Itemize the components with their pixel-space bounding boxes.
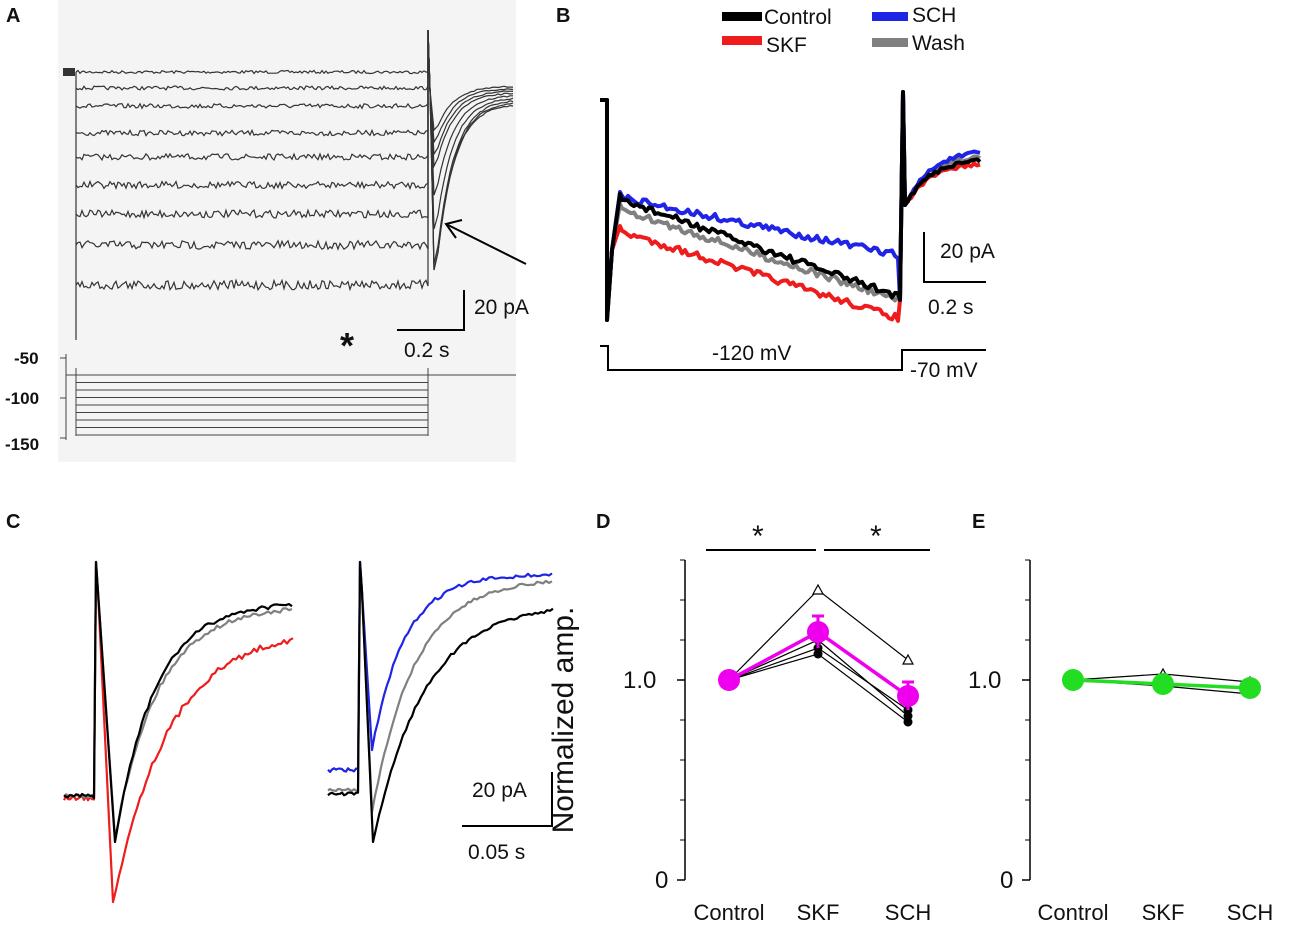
y-tick-label: 1.0	[968, 667, 1001, 694]
panel-c-letter: C	[6, 511, 20, 533]
y-tick-label: 0	[655, 867, 668, 894]
cell-point	[903, 711, 913, 721]
panel-b-trace	[600, 90, 982, 322]
panel-c-trace	[63, 560, 293, 844]
panel-b-legend: Control SKF SCH Wash	[722, 4, 965, 57]
cell-point	[811, 583, 825, 595]
legend-swatch-wash	[872, 38, 908, 47]
panel-a-scale-time: 0.2 s	[404, 339, 450, 362]
panel-d-letter: D	[596, 511, 610, 533]
panel-b-current-traces	[600, 90, 982, 323]
panel-a-trace	[75, 29, 514, 230]
legend-swatch-sch	[872, 12, 908, 21]
panel-a-baseline-block	[63, 68, 75, 76]
x-tick-label: Control	[694, 900, 765, 925]
panel-a: A 20 pA 0.2 s * -50 -100 -150	[5, 0, 529, 462]
panel-b-hold-label: -70 mV	[910, 359, 978, 382]
panel-a-background	[58, 0, 516, 462]
mean-point	[718, 669, 740, 691]
panel-c-trace	[327, 560, 553, 774]
sig-asterisk: *	[752, 520, 764, 553]
mean-point	[1062, 669, 1084, 691]
x-tick-label: SCH	[1227, 900, 1273, 925]
panel-b: B Control SKF SCH Wash 20 pA 0.2 s -120 …	[556, 4, 995, 382]
panel-c-current-traces	[63, 560, 554, 904]
panel-b-voltage-protocol	[600, 345, 986, 371]
panel-c-scale-time: 0.05 s	[468, 841, 525, 864]
legend-swatch-control	[722, 12, 762, 21]
panel-c-trace	[327, 560, 553, 814]
mean-point	[1152, 673, 1174, 695]
panel-a-scale-current: 20 pA	[474, 296, 529, 319]
panel-c-scale-current: 20 pA	[472, 779, 527, 802]
panel-c-trace	[327, 560, 554, 844]
chart-d: 1.0 0 Control SKF SCH Normalized amp.	[547, 559, 931, 925]
panel-a-trace	[76, 29, 514, 169]
panel-b-letter: B	[556, 5, 570, 27]
sig-asterisk: *	[870, 520, 882, 553]
panel-a-voltage-tick-label: -100	[5, 389, 39, 408]
mean-point	[1239, 677, 1261, 699]
x-tick-label: SKF	[797, 900, 840, 925]
panel-a-trace	[75, 29, 514, 265]
panel-a-trace	[75, 29, 513, 132]
panel-b-scale-bar	[923, 232, 986, 283]
cell-point	[901, 653, 915, 665]
x-tick-label: SKF	[1142, 900, 1185, 925]
panel-a-trace	[75, 29, 514, 271]
panel-c: C 20 pA 0.05 s	[6, 511, 554, 904]
y-axis-label: Normalized amp.	[547, 607, 580, 834]
panel-b-scale-current: 20 pA	[940, 240, 995, 263]
panel-a-trace	[75, 29, 514, 144]
panel-a-trace	[75, 29, 514, 156]
legend-swatch-skf	[722, 36, 762, 45]
panel-b-scale-time: 0.2 s	[928, 296, 974, 319]
panel-a-trace	[75, 29, 513, 196]
legend-label-skf: SKF	[766, 34, 807, 57]
panel-a-voltage-tick-label: -50	[14, 349, 39, 368]
panel-b-step-label: -120 mV	[712, 342, 791, 365]
x-tick-label: Control	[1038, 900, 1109, 925]
chart-e: 1.0 0 Control SKF SCH	[968, 559, 1273, 925]
panel-a-trace	[75, 29, 514, 292]
panel-a-scale-bar	[397, 290, 465, 331]
mean-point	[807, 621, 829, 643]
panel-a-arrow-head	[444, 219, 463, 239]
legend-label-wash: Wash	[912, 32, 965, 55]
panel-c-trace	[63, 560, 293, 840]
panel-e-letter: E	[972, 511, 985, 533]
panel-a-voltage-tick-label: -150	[5, 435, 39, 454]
mean-point	[897, 685, 919, 707]
y-tick-label: 0	[1000, 867, 1013, 894]
panel-a-asterisk: *	[340, 325, 354, 366]
y-tick-label: 1.0	[623, 667, 656, 694]
panel-a-current-traces	[63, 29, 514, 340]
x-tick-label: SCH	[885, 900, 931, 925]
legend-label-sch: SCH	[912, 4, 956, 27]
panel-a-letter: A	[6, 5, 20, 27]
legend-label-control: Control	[764, 6, 832, 29]
panel-a-voltage-steps	[66, 368, 516, 436]
panel-d: D * * 1.0 0 Control SKF SCH Normalized amp.	[547, 511, 931, 925]
panel-a-arrow-shaft	[445, 223, 527, 265]
panel-c-scale-bar	[462, 772, 553, 827]
panel-e: E 1.0 0 Control SKF SCH	[968, 511, 1273, 925]
